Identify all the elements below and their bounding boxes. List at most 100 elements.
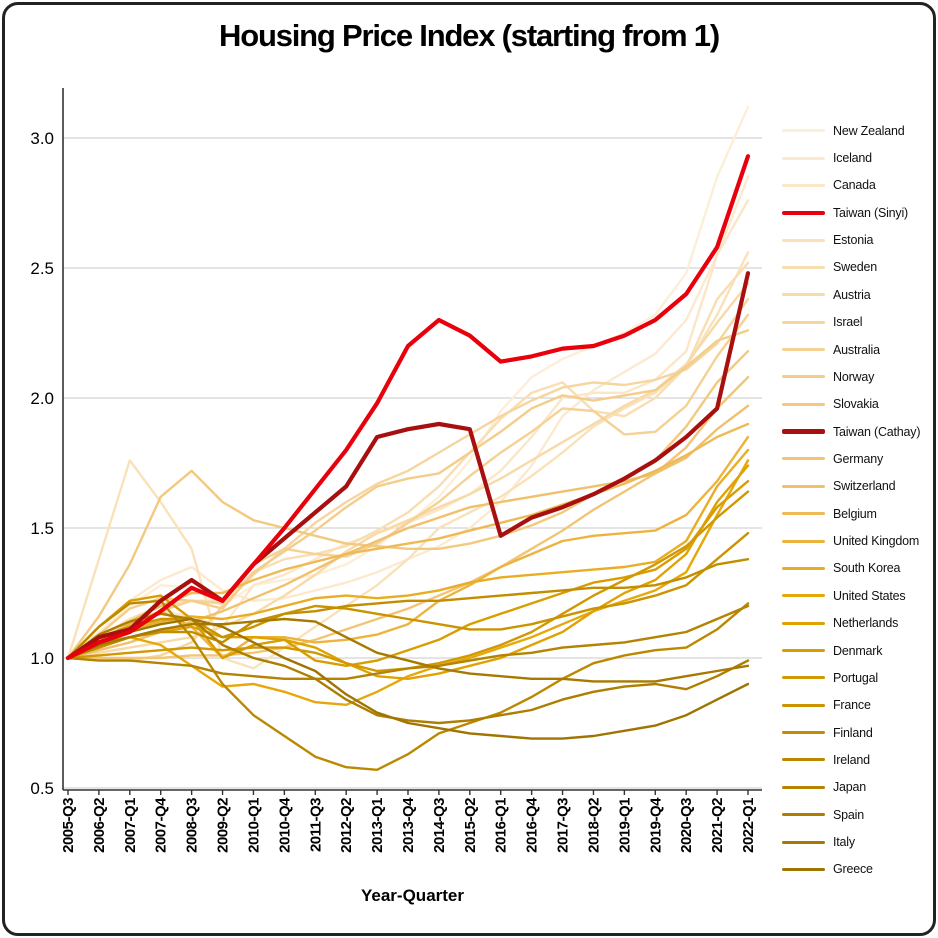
x-tick-label: 2009-Q2 — [215, 798, 232, 853]
y-tick-label: 1.0 — [30, 649, 54, 668]
series-line-japan — [66, 604, 750, 680]
legend-item-israel: Israel — [782, 309, 934, 336]
legend-item-slovakia: Slovakia — [782, 391, 934, 418]
legend-item-taiwan-sinyi: Taiwan (Sinyi) — [782, 199, 934, 226]
series-line-finland — [66, 558, 750, 660]
legend-item-spain: Spain — [782, 801, 934, 828]
legend-swatch-line — [782, 320, 825, 324]
series-line-greece — [66, 617, 750, 740]
series-line-germany — [66, 376, 750, 660]
legend-swatch-line — [782, 375, 825, 379]
legend-label: Belgium — [833, 506, 877, 521]
legend-swatch-line — [782, 867, 825, 871]
legend-swatch-line — [782, 840, 825, 844]
legend-item-sweden: Sweden — [782, 254, 934, 281]
y-tick-label: 2.0 — [30, 389, 54, 408]
legend-swatch-line — [782, 210, 825, 215]
legend-label: Israel — [833, 315, 863, 330]
legend-swatch-line — [782, 539, 825, 543]
legend-label: Canada — [833, 178, 876, 193]
legend-swatch-line — [782, 183, 825, 187]
x-tick-label: 2019-Q4 — [647, 797, 664, 853]
legend-label: Portugal — [833, 670, 878, 685]
legend-swatch-line — [782, 293, 825, 297]
legend-item-italy: Italy — [782, 828, 934, 855]
legend-swatch-line — [782, 703, 825, 707]
legend-swatch-line — [782, 649, 825, 652]
legend-label: Sweden — [833, 260, 877, 275]
legend-swatch-line — [782, 512, 825, 516]
series-line-sweden — [66, 261, 750, 660]
legend-item-australia: Australia — [782, 336, 934, 363]
x-tick-label: 2014-Q3 — [431, 798, 448, 853]
x-tick-label: 2010-Q4 — [276, 797, 293, 853]
legend-swatch-line — [782, 621, 825, 625]
legend-item-estonia: Estonia — [782, 226, 934, 253]
legend-label: Spain — [833, 807, 864, 822]
legend-item-netherlands: Netherlands — [782, 609, 934, 636]
y-tick-label: 2.5 — [30, 259, 54, 278]
legend-swatch-line — [782, 785, 825, 789]
x-tick-label: 2006-Q2 — [91, 798, 108, 853]
legend-label: France — [833, 698, 871, 713]
x-tick-label: 2013-Q1 — [369, 798, 386, 853]
legend-label: Greece — [833, 862, 873, 877]
x-tick-label: 2018-Q2 — [585, 798, 602, 853]
x-tick-label: 2010-Q1 — [245, 798, 262, 853]
legend-item-portugal: Portugal — [782, 664, 934, 691]
series-line-australia — [66, 313, 750, 660]
legend-label: Norway — [833, 369, 875, 384]
series-line-norway — [66, 329, 750, 660]
series-line-estonia — [66, 251, 750, 670]
x-tick-label: 2021-Q2 — [709, 798, 726, 853]
legend-item-france: France — [782, 692, 934, 719]
y-tick-label: 3.0 — [30, 129, 54, 148]
y-tick-label: 1.5 — [30, 519, 54, 538]
legend-label: Austria — [833, 287, 871, 302]
x-tick-label: 2013-Q4 — [400, 797, 417, 853]
y-tick-label: 0.5 — [30, 779, 54, 798]
legend-item-norway: Norway — [782, 363, 934, 390]
x-tick-label: 2020-Q3 — [678, 798, 695, 853]
legend-item-canada: Canada — [782, 172, 934, 199]
legend-item-greece: Greece — [782, 856, 934, 883]
series-line-israel — [66, 298, 750, 662]
series-line-portugal — [66, 490, 750, 673]
x-tick-label: 2019-Q1 — [616, 798, 633, 853]
legend-label: Finland — [833, 725, 873, 740]
x-tick-label: 2005-Q3 — [60, 798, 77, 853]
legend-label: Switzerland — [833, 479, 896, 494]
legend-swatch-line — [782, 265, 825, 269]
series-line-taiwan-cathay — [65, 271, 751, 661]
legend-item-iceland: Iceland — [782, 144, 934, 171]
chart-legend: New Zealand Iceland Canada Taiwan (Sinyi) Es… — [782, 117, 934, 883]
x-tick-label: 2008-Q3 — [184, 798, 201, 853]
legend-item-taiwan-cathay: Taiwan (Cathay) — [782, 418, 934, 445]
legend-label: Taiwan (Sinyi) — [833, 205, 909, 220]
legend-item-denmark: Denmark — [782, 637, 934, 664]
x-tick-label: 2007-Q1 — [122, 798, 139, 853]
legend-label: South Korea — [833, 561, 901, 576]
legend-swatch-line — [782, 348, 825, 352]
legend-swatch-line — [782, 594, 825, 598]
legend-label: United States — [833, 588, 906, 603]
legend-label: Netherlands — [833, 616, 899, 631]
legend-swatch-line — [782, 731, 825, 735]
legend-swatch-line — [782, 566, 825, 570]
legend-item-new-zealand: New Zealand — [782, 117, 934, 144]
x-tick-label: 2016-Q4 — [524, 797, 541, 853]
series-line-italy — [66, 617, 750, 683]
x-tick-label: 2011-Q3 — [307, 798, 324, 852]
legend-item-finland: Finland — [782, 719, 934, 746]
series-line-netherlands — [66, 464, 750, 680]
series-line-france — [66, 532, 750, 660]
legend-swatch-line — [782, 457, 825, 461]
x-axis-title: Year-Quarter — [361, 886, 464, 905]
legend-label: United Kingdom — [833, 534, 920, 549]
legend-label: Estonia — [833, 233, 874, 248]
legend-label: Taiwan (Cathay) — [833, 424, 921, 439]
legend-label: Australia — [833, 342, 880, 357]
chart-title: Housing Price Index (starting from 1) — [219, 18, 720, 53]
legend-item-south-korea: South Korea — [782, 555, 934, 582]
legend-swatch-line — [782, 484, 825, 488]
